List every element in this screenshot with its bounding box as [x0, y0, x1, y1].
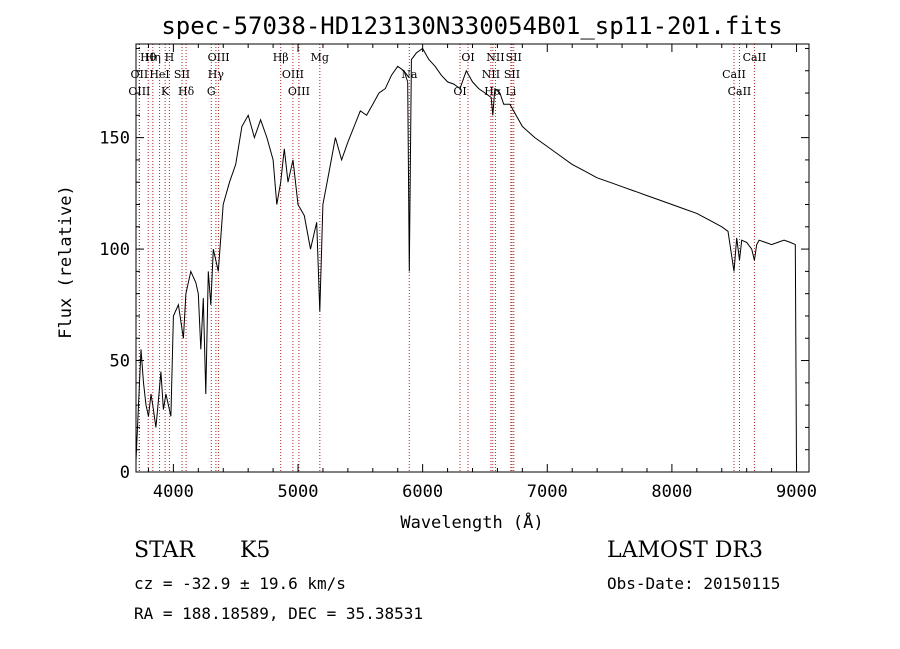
- line-label: NII: [482, 68, 500, 81]
- line-label: Mg: [311, 51, 329, 64]
- x-tick-label: 9000: [776, 482, 817, 502]
- line-markers: [138, 44, 755, 472]
- line-label: OI: [453, 85, 466, 98]
- x-tick-label: 4000: [153, 482, 194, 502]
- y-tick-label: 50: [110, 352, 130, 372]
- line-label: CaII: [722, 68, 746, 81]
- line-label: G: [207, 85, 216, 98]
- line-label: H: [165, 51, 175, 64]
- line-label: OII: [131, 68, 149, 81]
- line-label: OIII: [288, 85, 310, 98]
- line-label: OIII: [128, 85, 150, 98]
- x-axis: 4000 5000 6000 7000 8000 9000: [147, 44, 817, 502]
- line-label: CaII: [743, 51, 767, 64]
- y-tick-label: 0: [120, 463, 130, 483]
- redshift-velocity: cz = -32.9 ± 19.6 km/s: [134, 574, 346, 593]
- x-tick-label: 7000: [527, 482, 568, 502]
- line-label: CaII: [728, 85, 752, 98]
- line-labels: Hθ OII OIII Hη HeI K H SII Hδ OIII Hγ G Hβ OIII OIII Mg…: [128, 51, 766, 98]
- line-label: NII: [486, 51, 504, 64]
- object-class: STAR: [134, 538, 195, 563]
- line-label: SII: [174, 68, 190, 81]
- observation-date: Obs-Date: 20150115: [607, 574, 781, 593]
- x-tick-label: 8000: [651, 482, 692, 502]
- line-label: K: [161, 85, 170, 98]
- plot-frame: [135, 43, 810, 473]
- line-label: Li: [505, 85, 516, 98]
- y-axis: 0 50 100 150: [99, 47, 809, 483]
- line-label: Hθ: [140, 51, 157, 64]
- line-label: HeI: [149, 68, 169, 81]
- coordinates: RA = 188.18589, DEC = 35.38531: [134, 604, 423, 623]
- line-label: Hα: [484, 85, 502, 98]
- line-label: Hγ: [208, 68, 225, 81]
- x-tick-label: 5000: [278, 482, 319, 502]
- line-label: OIII: [282, 68, 304, 81]
- y-tick-label: 100: [99, 240, 130, 260]
- line-label: OI: [461, 51, 474, 64]
- y-axis-label: Flux (relative): [56, 185, 76, 339]
- x-tick-label: 6000: [402, 482, 443, 502]
- x-axis-label: Wavelength (Å): [400, 511, 543, 533]
- line-label: SII: [504, 68, 520, 81]
- y-tick-label: 150: [99, 129, 130, 149]
- survey-name: LAMOST DR3: [607, 538, 763, 563]
- line-label: SII: [506, 51, 522, 64]
- chart-title: spec-57038-HD123130N330054B01_sp11-201.f…: [161, 12, 782, 40]
- line-label: Hη: [145, 51, 161, 64]
- spectrum-line: [135, 47, 797, 468]
- line-label: OIII: [208, 51, 230, 64]
- line-label: Hδ: [178, 85, 195, 98]
- line-label: Na: [401, 68, 418, 81]
- object-subclass: K5: [240, 538, 271, 563]
- line-label: Hβ: [273, 51, 289, 64]
